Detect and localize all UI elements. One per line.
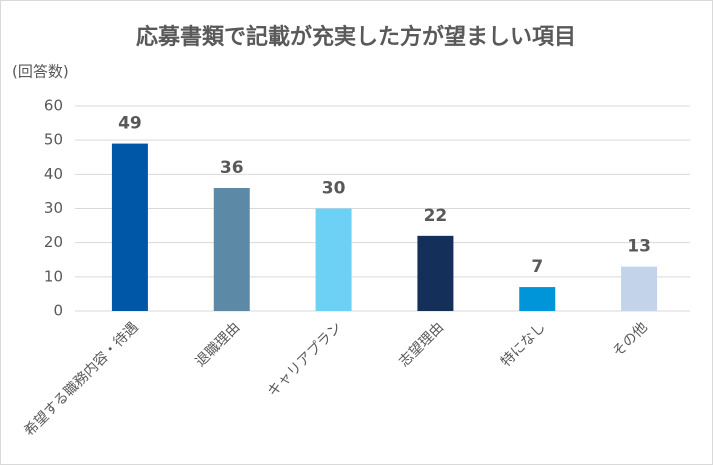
y-tick-label: 20 bbox=[44, 233, 63, 251]
bar bbox=[621, 266, 658, 311]
data-label: 13 bbox=[627, 237, 651, 257]
bar bbox=[213, 188, 250, 311]
data-label: 22 bbox=[424, 206, 448, 226]
bar bbox=[315, 208, 352, 311]
bar bbox=[519, 287, 556, 311]
y-tick-label: 30 bbox=[44, 199, 63, 217]
data-label: 30 bbox=[322, 179, 346, 199]
y-tick-label: 60 bbox=[44, 97, 63, 115]
y-tick-label: 50 bbox=[44, 131, 63, 149]
y-axis-label: (回答数) bbox=[12, 63, 69, 81]
y-tick-label: 0 bbox=[53, 302, 63, 320]
bar bbox=[417, 235, 454, 311]
y-tick-label: 10 bbox=[44, 267, 63, 285]
y-tick-label: 40 bbox=[44, 165, 63, 183]
data-label: 7 bbox=[531, 257, 543, 277]
bar bbox=[111, 143, 148, 311]
chart-title: 応募書類で記載が充実した方が望ましい項目 bbox=[136, 24, 576, 50]
data-label: 49 bbox=[118, 114, 142, 134]
data-label: 36 bbox=[220, 158, 244, 178]
